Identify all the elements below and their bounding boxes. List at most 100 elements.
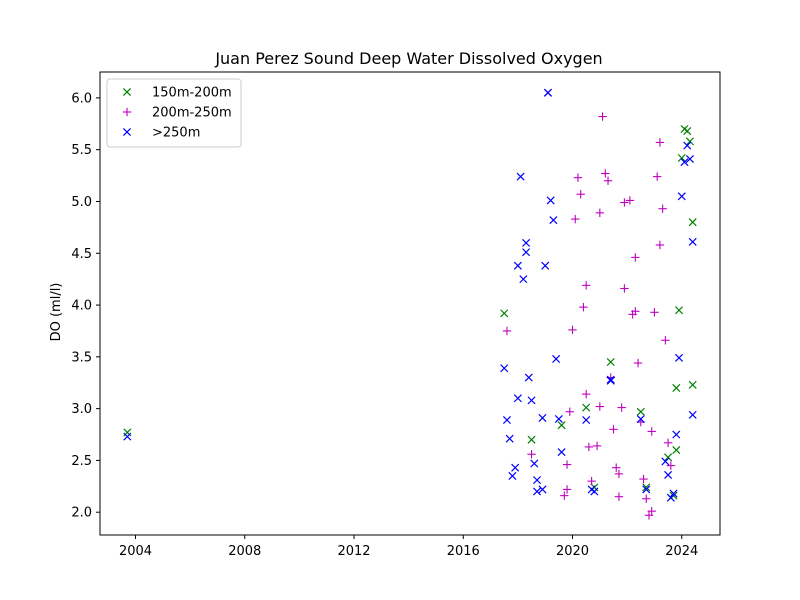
data-point [633,358,643,368]
data-point [666,461,676,470]
data-point [663,438,673,448]
data-point [675,353,684,362]
data-point [568,325,577,335]
data-point [606,375,615,384]
data-point [519,275,528,284]
data-point [688,218,697,227]
data-point [549,216,558,225]
data-point [617,403,626,412]
data-point [598,112,607,121]
data-point [541,261,550,270]
data-point [655,138,665,147]
data-point [688,380,697,389]
data-point [612,463,621,472]
y-tick-label: 2.0 [71,506,92,521]
y-axis-label: DO (ml/l) [49,283,64,342]
data-point [576,190,585,199]
data-point [513,261,522,270]
data-point [614,492,624,501]
legend-label: 200m-250m [152,106,232,121]
data-point [672,383,681,392]
data-point [595,402,605,411]
data-point [650,308,659,317]
data-point [505,434,514,443]
data-point [552,354,561,363]
y-tick-label: 3.5 [71,350,92,365]
data-point [636,414,645,424]
data-point [620,284,629,293]
data-point [642,485,651,494]
data-point [543,88,552,97]
data-point [666,493,675,502]
x-tick-label: 2024 [665,544,698,559]
legend: 150m-200m 200m-250m >250m [106,78,242,148]
data-point [579,302,588,312]
data-point [513,394,522,403]
y-tick-label: 5.0 [71,195,92,210]
data-point [500,309,509,318]
data-point [601,169,610,178]
legend-label: 150m-200m [152,86,232,101]
x-tick-label: 2016 [447,544,480,559]
plot-frame [99,71,721,536]
data-point [642,483,651,492]
legend-marker [122,107,132,117]
data-point [502,416,511,425]
data-point [522,238,531,247]
y-tick-label: 5.5 [71,143,92,158]
data-point [557,421,566,430]
series-3 [123,88,697,502]
data-point [655,240,665,250]
data-point [672,446,681,455]
data-point [527,396,536,405]
data-point [685,154,694,164]
data-point [557,448,566,457]
data-point [636,407,645,416]
data-point [625,196,635,205]
data-point [658,204,667,213]
data-point [672,430,681,439]
data-point [571,214,580,224]
data-point [511,463,520,472]
data-point [532,476,542,485]
plot-area: 2004 2008 2012 2016 2020 2024 2.0 2.5 3.0 3.5 4.0 4… [71,88,698,559]
data-point [606,357,615,367]
series-2 [502,112,676,520]
y-tick-label: 2.5 [71,454,92,469]
data-point [603,176,613,185]
data-point [683,127,692,136]
data-point [530,459,539,468]
data-point [683,141,692,150]
data-point [508,471,517,480]
x-tick-label: 2008 [228,544,261,559]
data-point [582,416,591,425]
data-point [647,506,656,516]
data-point [688,237,697,246]
data-point [680,158,689,167]
data-point [584,442,594,452]
data-point [669,489,678,498]
data-point [565,407,574,416]
legend-marker [122,127,132,137]
legend-entry: >250m [122,126,200,141]
data-point [631,307,640,316]
data-point [527,435,536,444]
data-point [532,487,542,496]
data-point [677,153,686,162]
data-point [527,450,536,459]
y-tick-label: 3.0 [71,402,92,417]
legend-entry: 150m-200m [122,86,232,101]
data-point [573,173,583,182]
data-point [123,432,132,441]
data-point [538,413,547,422]
data-point [661,336,670,345]
data-point [123,428,132,437]
data-point [652,172,662,181]
data-point [590,487,599,496]
data-point [675,306,684,315]
data-point [642,494,651,503]
data-point [516,172,525,181]
data-point [538,485,547,494]
data-point [664,453,673,462]
series-1 [123,124,697,500]
